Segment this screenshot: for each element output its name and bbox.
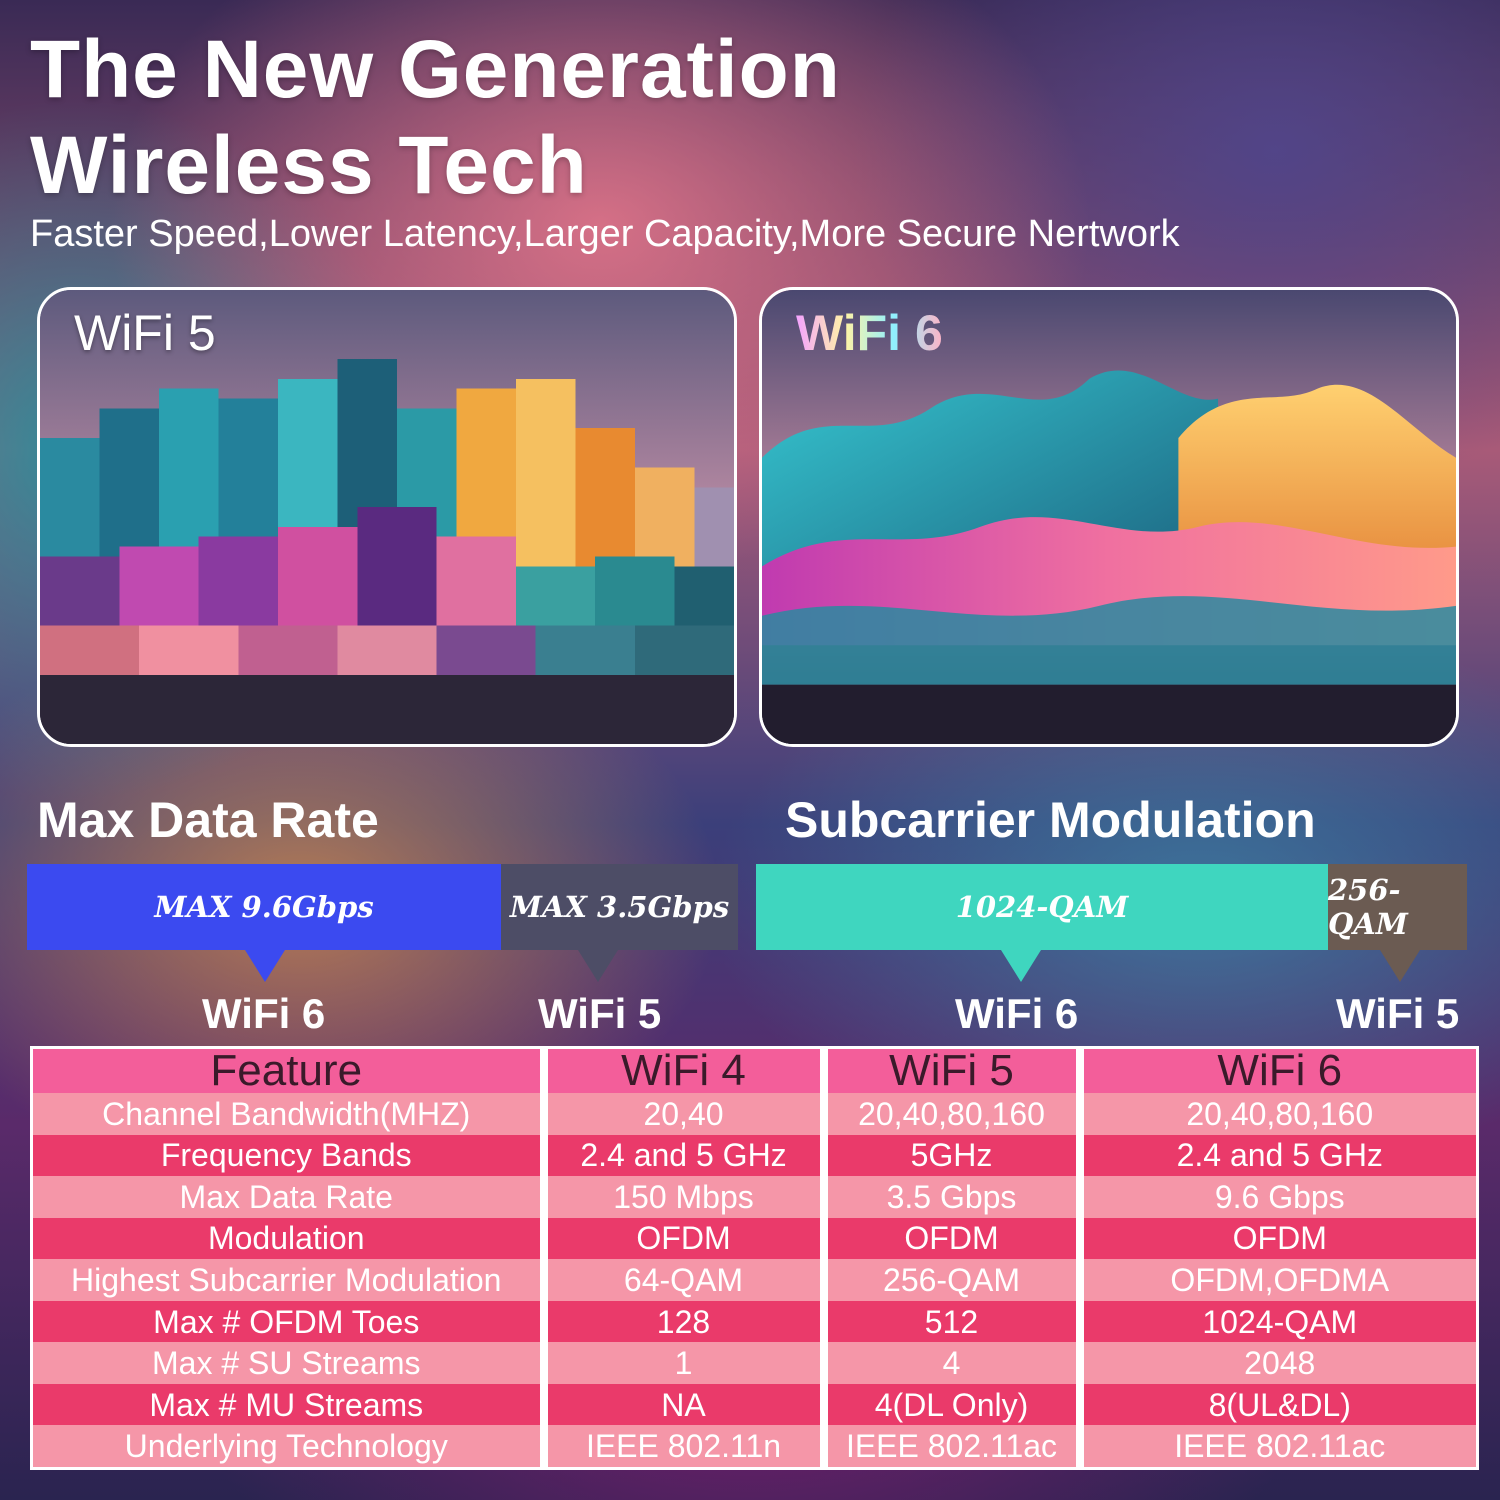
- table-cell: 4: [819, 1342, 1084, 1384]
- table-cell: IEEE 802.11ac: [819, 1425, 1084, 1471]
- table-cell: 9.6 Gbps: [1075, 1176, 1479, 1218]
- table-cell: 20,40,80,160: [1075, 1093, 1479, 1135]
- wifi5-modulation-pointer: [1380, 950, 1420, 982]
- table-cell: OFDM: [819, 1217, 1084, 1260]
- table-row: Highest Subcarrier Modulation 64-QAM 256…: [30, 1259, 1479, 1301]
- smooth-wave-art: [762, 290, 1456, 744]
- table-cell: 2.4 and 5 GHz: [1075, 1134, 1479, 1177]
- header-wifi6: WiFi 6: [1075, 1046, 1479, 1093]
- table-cell: 8(UL&DL): [1075, 1383, 1479, 1426]
- table-row: Frequency Bands 2.4 and 5 GHz 5GHz 2.4 a…: [30, 1134, 1479, 1177]
- table-cell: 2048: [1075, 1342, 1479, 1384]
- table-cell: Highest Subcarrier Modulation: [30, 1259, 548, 1301]
- table-cell: OFDM: [539, 1217, 828, 1260]
- max-data-rate-heading: Max Data Rate: [37, 792, 379, 848]
- pixelated-wave-art: [40, 290, 734, 744]
- wifi6-rate-pointer: [245, 950, 285, 982]
- wifi5-modulation-label: 256-QAM: [1328, 873, 1408, 941]
- header-wifi4: WiFi 4: [539, 1046, 828, 1093]
- table-row: Max # MU Streams NA 4(DL Only) 8(UL&DL): [30, 1383, 1479, 1426]
- page-subtitle: Faster Speed,Lower Latency,Larger Capaci…: [30, 213, 1180, 255]
- table-cell: Max # MU Streams: [30, 1383, 548, 1426]
- table-cell: Max # OFDM Toes: [30, 1300, 548, 1343]
- subcarrier-modulation-heading: Subcarrier Modulation: [785, 792, 1316, 848]
- modulation-wifi5-label: WiFi 5: [1336, 990, 1460, 1037]
- wifi6-rate-label: MAX 9.6Gbps: [154, 890, 374, 924]
- table-cell: Max Data Rate: [30, 1176, 548, 1218]
- table-header-row: Feature WiFi 4 WiFi 5 WiFi 6: [30, 1046, 1479, 1093]
- wifi6-image-panel: WiFi 6: [759, 287, 1459, 747]
- wifi5-modulation-bar: 256-QAM: [1328, 864, 1467, 950]
- table-row: Underlying Technology IEEE 802.11n IEEE …: [30, 1425, 1479, 1471]
- table-cell: IEEE 802.11ac: [1075, 1425, 1479, 1471]
- wifi5-panel-label: WiFi 5: [74, 305, 216, 361]
- wifi6-modulation-bar: 1024-QAM: [756, 864, 1328, 950]
- title-line-2: Wireless Tech: [30, 120, 588, 211]
- page-title: The New Generation Wireless Tech: [30, 22, 1130, 214]
- wifi5-rate-pointer: [578, 950, 618, 982]
- table-cell: 2.4 and 5 GHz: [539, 1134, 828, 1177]
- wifi-comparison-table: Feature WiFi 4 WiFi 5 WiFi 6 Channel Ban…: [30, 1046, 1479, 1471]
- wifi6-modulation-label: 1024-QAM: [955, 890, 1129, 924]
- header-feature: Feature: [30, 1046, 548, 1093]
- wifi5-rate-label: MAX 3.5Gbps: [509, 890, 730, 924]
- wifi6-panel-label: WiFi 6: [796, 305, 943, 361]
- table-cell: Modulation: [30, 1217, 548, 1260]
- table-cell: 1: [539, 1342, 828, 1384]
- header-wifi5: WiFi 5: [819, 1046, 1084, 1093]
- table-cell: 256-QAM: [819, 1259, 1084, 1301]
- table-cell: 20,40,80,160: [819, 1093, 1084, 1135]
- table-row: Channel Bandwidth(MHZ) 20,40 20,40,80,16…: [30, 1093, 1479, 1135]
- table-cell: 128: [539, 1300, 828, 1343]
- wifi5-rate-bar: MAX 3.5Gbps: [501, 864, 738, 950]
- table-cell: OFDM: [1075, 1217, 1479, 1260]
- table-cell: OFDM,OFDMA: [1075, 1259, 1479, 1301]
- table-cell: 5GHz: [819, 1134, 1084, 1177]
- table-cell: Channel Bandwidth(MHZ): [30, 1093, 548, 1135]
- table-cell: 3.5 Gbps: [819, 1176, 1084, 1218]
- wifi6-rate-bar: MAX 9.6Gbps: [27, 864, 501, 950]
- rate-wifi5-label: WiFi 5: [538, 990, 662, 1037]
- rate-wifi6-label: WiFi 6: [202, 990, 326, 1037]
- wifi6-modulation-pointer: [1001, 950, 1041, 982]
- table-cell: 4(DL Only): [819, 1383, 1084, 1426]
- table-cell: 64-QAM: [539, 1259, 828, 1301]
- table-cell: 20,40: [539, 1093, 828, 1135]
- table-cell: NA: [539, 1383, 828, 1426]
- table-cell: 150 Mbps: [539, 1176, 828, 1218]
- table-cell: Underlying Technology: [30, 1425, 548, 1471]
- modulation-wifi6-label: WiFi 6: [955, 990, 1079, 1037]
- table-row: Modulation OFDM OFDM OFDM: [30, 1217, 1479, 1260]
- table-row: Max # SU Streams 1 4 2048: [30, 1342, 1479, 1384]
- table-row: Max # OFDM Toes 128 512 1024-QAM: [30, 1300, 1479, 1343]
- table-cell: Frequency Bands: [30, 1134, 548, 1177]
- table-cell: Max # SU Streams: [30, 1342, 548, 1384]
- title-line-1: The New Generation: [30, 24, 841, 115]
- table-row: Max Data Rate 150 Mbps 3.5 Gbps 9.6 Gbps: [30, 1176, 1479, 1218]
- table-cell: IEEE 802.11n: [539, 1425, 828, 1471]
- table-cell: 1024-QAM: [1075, 1300, 1479, 1343]
- table-cell: 512: [819, 1300, 1084, 1343]
- wifi5-image-panel: WiFi 5: [37, 287, 737, 747]
